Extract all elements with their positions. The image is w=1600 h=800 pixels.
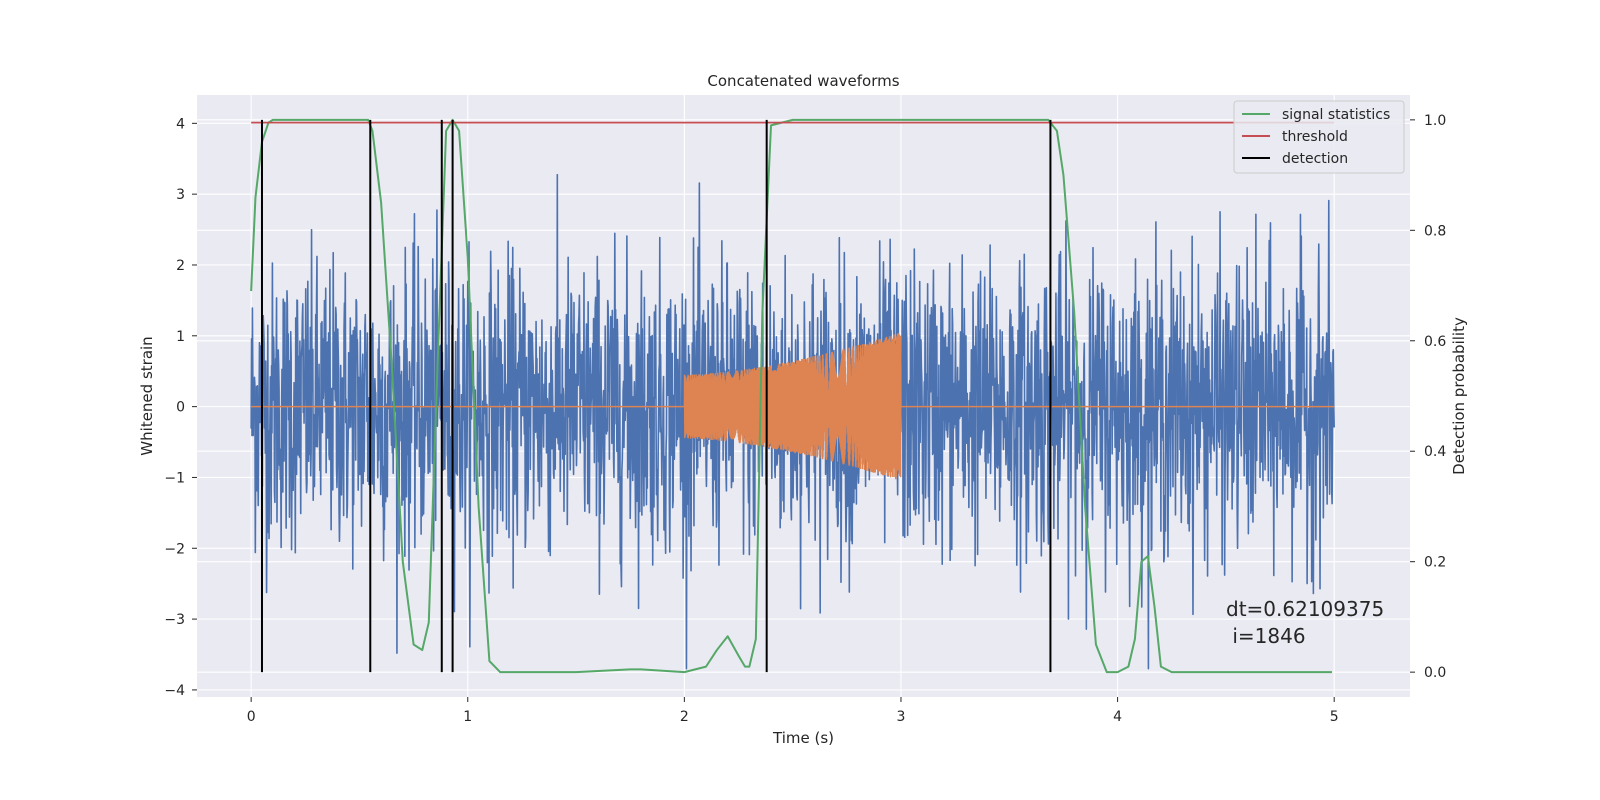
x-axis-label: Time (s) bbox=[772, 729, 834, 747]
y-tick-label: −2 bbox=[164, 541, 185, 557]
y-right-tick-label: 0.0 bbox=[1424, 665, 1446, 681]
x-tick-label: 3 bbox=[897, 709, 906, 725]
y-tick-label: 3 bbox=[176, 187, 185, 203]
x-tick-label: 2 bbox=[680, 709, 689, 725]
y-right-tick-label: 0.2 bbox=[1424, 555, 1446, 571]
y-right-tick-label: 1.0 bbox=[1424, 113, 1446, 129]
x-tick-label: 5 bbox=[1330, 709, 1339, 725]
annotation-dt: dt=0.62109375 bbox=[1226, 597, 1384, 621]
legend-box bbox=[1233, 100, 1405, 174]
y-right-tick-label: 0.8 bbox=[1424, 223, 1446, 239]
annotation-i: i=1846 bbox=[1226, 624, 1306, 648]
axes-layer: 0 1 2 3 4 5 −4 −3 −2 −1 0 1 2 3 4 0.0 0.2 0.4 0.6 0.8 1.0 bbox=[164, 113, 1446, 725]
y-axis-right-label: Detection probability bbox=[1450, 317, 1468, 475]
legend: signal statistics threshold detection bbox=[1233, 100, 1405, 174]
x-tick-label: 0 bbox=[247, 709, 256, 725]
y-tick-label: −1 bbox=[164, 470, 185, 486]
legend-label-detection: detection bbox=[1282, 151, 1348, 167]
x-tick-label: 4 bbox=[1113, 709, 1122, 725]
chart-title: Concatenated waveforms bbox=[707, 72, 899, 90]
x-tick-label: 1 bbox=[463, 709, 472, 725]
series-injection bbox=[251, 333, 1335, 480]
y-tick-label: −3 bbox=[164, 612, 185, 628]
y-tick-label: 4 bbox=[176, 116, 185, 132]
y-tick-label: 2 bbox=[176, 258, 185, 274]
y-tick-label: 1 bbox=[176, 329, 185, 345]
data-layer bbox=[250, 118, 1335, 674]
y-tick-label: −4 bbox=[164, 683, 185, 699]
y-right-tick-label: 0.4 bbox=[1424, 444, 1446, 460]
series-signal-statistics bbox=[250, 118, 1333, 674]
legend-label-signal-statistics: signal statistics bbox=[1282, 107, 1390, 123]
y-right-tick-label: 0.6 bbox=[1424, 334, 1446, 350]
y-axis-label: Whitened strain bbox=[138, 336, 156, 455]
y-tick-label: 0 bbox=[176, 400, 185, 416]
legend-label-threshold: threshold bbox=[1282, 129, 1348, 145]
